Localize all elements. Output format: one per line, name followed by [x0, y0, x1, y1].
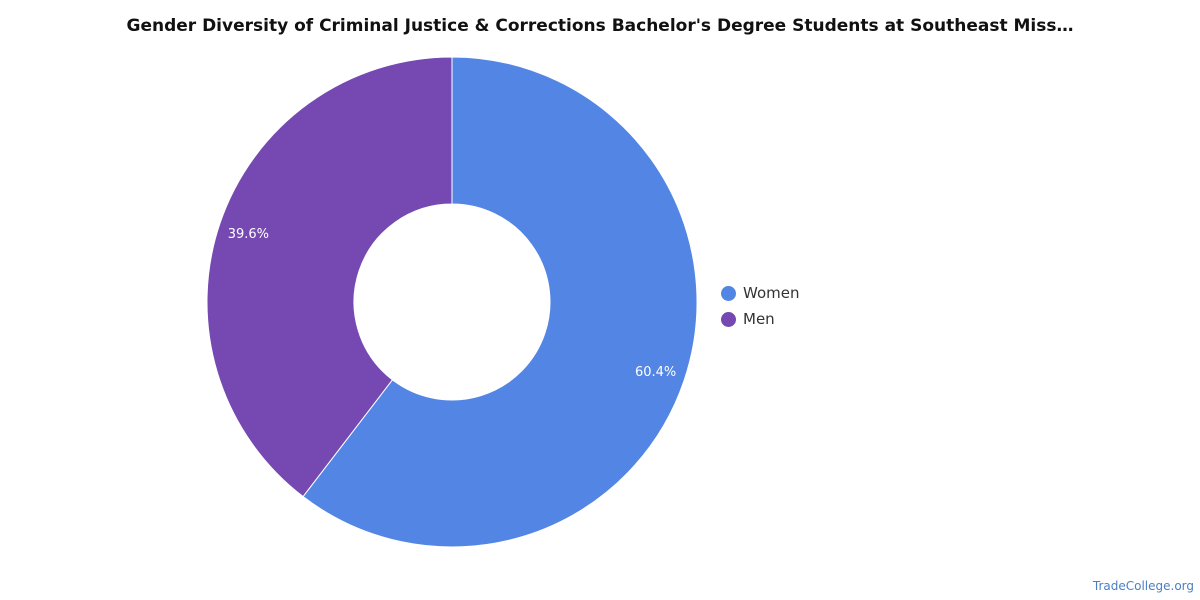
legend-swatch-men: [721, 311, 736, 327]
chart-title: Gender Diversity of Criminal Justice & C…: [126, 16, 1074, 36]
slice-label-women: 60.4%: [635, 365, 676, 380]
slice-men: [206, 56, 453, 498]
source-link[interactable]: TradeCollege.org: [1092, 579, 1194, 593]
legend-item-men: Men: [721, 306, 799, 332]
legend-label-men: Men: [743, 310, 775, 328]
slice-label-men: 39.6%: [228, 227, 269, 242]
legend-label-women: Women: [743, 284, 800, 302]
legend: Women Men: [721, 280, 799, 332]
slice-women: [302, 56, 698, 548]
legend-item-women: Women: [721, 280, 799, 306]
legend-swatch-women: [721, 285, 736, 301]
